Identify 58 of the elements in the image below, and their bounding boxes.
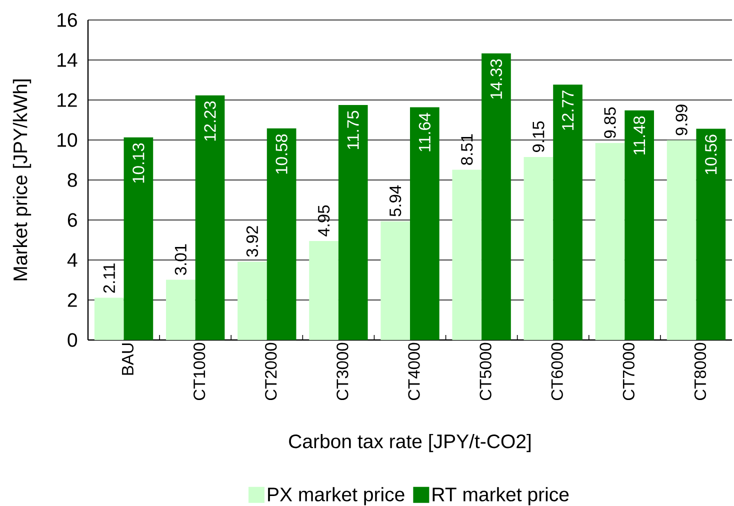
bar [666,140,696,340]
bar [266,128,296,340]
data-label: 3.01 [174,244,186,275]
x-axis-title: Carbon tax rate [JPY/t-CO2] [289,434,531,452]
data-label: 8.51 [461,134,473,165]
y-tick-label: 6 [68,213,77,227]
bar [524,157,554,340]
x-tick-label: CT8000 [694,342,706,400]
bar [94,298,124,340]
data-label: 12.23 [204,101,216,141]
data-label: 4.95 [318,205,330,236]
bar [195,95,225,340]
bar [380,221,410,340]
bar [338,104,368,340]
bar [124,137,154,340]
data-label: 11.75 [347,110,359,150]
bar [166,280,196,340]
data-label: 9.85 [604,107,616,138]
bar [238,262,267,340]
bar [595,143,625,340]
data-label: 9.99 [676,104,688,136]
x-tick-label: CT6000 [551,342,563,400]
bar [482,53,511,340]
data-label: 10.13 [132,143,144,183]
bar [696,128,726,340]
data-label: 3.92 [246,226,258,257]
y-tick-label: 4 [67,253,78,267]
data-label: 10.56 [705,134,717,174]
x-tick-label: CT5000 [480,342,492,400]
y-tick-label: 12 [58,93,77,107]
y-tick-label: 14 [58,53,78,67]
y-axis-title: Market price [JPY/kWh] [12,80,32,280]
x-tick-label: CT3000 [336,342,348,400]
data-label: 14.33 [490,59,502,99]
data-label: 11.48 [634,116,646,154]
data-label: 10.58 [276,134,288,174]
data-label: 2.11 [103,264,115,293]
bar [624,110,654,340]
bar [553,84,582,340]
y-tick-label: 8 [68,173,77,187]
y-tick-label: 10 [58,133,78,147]
y-tick-label: 16 [58,13,77,27]
y-tick-label: 2 [68,293,77,307]
x-tick-label: CT4000 [408,342,420,400]
legend-label: PX market price [268,487,404,506]
x-tick-label: BAU [122,343,134,375]
y-tick-label: 0 [68,333,78,347]
data-label: 5.94 [389,185,402,216]
legend-label: RT market price [432,487,569,506]
data-label: 9.15 [532,121,544,152]
x-tick-label: CT1000 [193,342,206,400]
bar [410,107,440,340]
x-tick-label: CT7000 [622,342,635,400]
data-label: 11.64 [418,112,431,152]
bar [452,170,482,340]
bar [309,241,338,340]
data-label: 12.77 [562,90,574,130]
x-tick-label: CT2000 [265,342,277,400]
